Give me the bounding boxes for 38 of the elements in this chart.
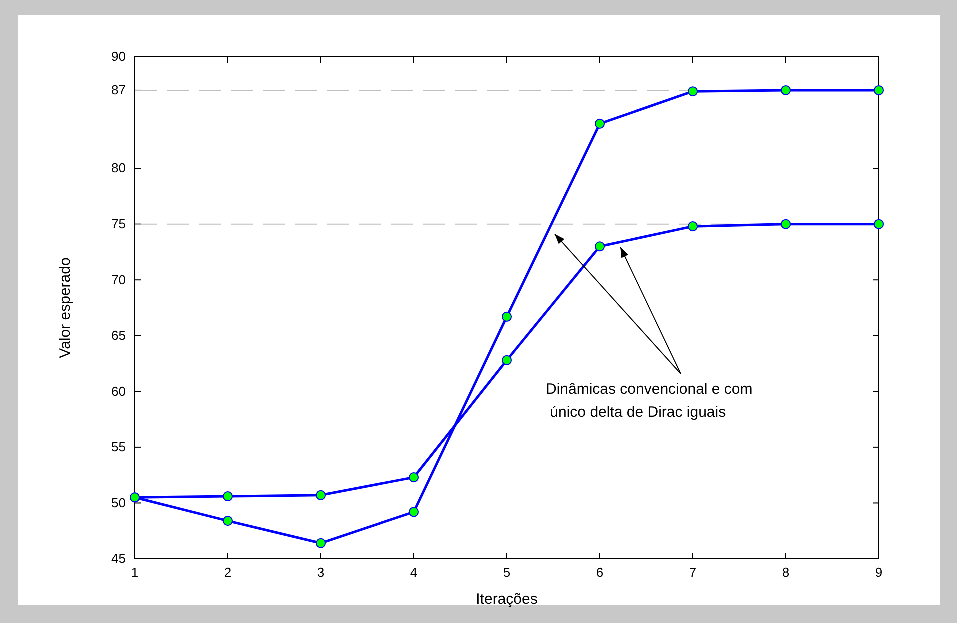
y-tick-label: 70 bbox=[112, 272, 126, 288]
point bbox=[688, 86, 698, 97]
x-tick-label: 7 bbox=[689, 565, 697, 580]
x-tick-label: 6 bbox=[596, 565, 604, 580]
point bbox=[316, 538, 326, 548]
y-tick-label: 90 bbox=[112, 49, 126, 64]
y-tick-label: 55 bbox=[112, 440, 126, 455]
x-tick-label: 4 bbox=[410, 565, 418, 580]
point bbox=[688, 222, 698, 232]
point bbox=[502, 312, 512, 322]
y-tick-label: 75 bbox=[112, 216, 126, 232]
point bbox=[594, 242, 606, 252]
x-tick-label: 9 bbox=[875, 565, 883, 580]
y-tick-label: 45 bbox=[112, 551, 126, 566]
point bbox=[874, 85, 884, 96]
y-tick-label: 50 bbox=[112, 495, 126, 510]
point bbox=[780, 85, 792, 96]
point bbox=[502, 355, 512, 366]
point bbox=[222, 516, 234, 526]
y-tick-label: 60 bbox=[112, 384, 126, 399]
x-axis-title: Iterações bbox=[476, 591, 538, 608]
x-tick-label: 2 bbox=[224, 565, 232, 580]
point bbox=[408, 472, 420, 483]
point bbox=[316, 490, 326, 500]
x-tick-label: 8 bbox=[782, 565, 790, 580]
y-tick-label: 65 bbox=[112, 328, 126, 344]
y-tick-label: 87 bbox=[112, 82, 126, 98]
y-tick-label: 80 bbox=[112, 160, 126, 176]
x-tick-label: 1 bbox=[131, 565, 139, 580]
x-tick-label: 3 bbox=[317, 565, 325, 580]
point bbox=[874, 219, 884, 230]
annotation: Dinâmicas convencional e com único delta de Dirac iguais bbox=[546, 381, 753, 421]
point bbox=[594, 118, 606, 129]
point bbox=[408, 507, 420, 518]
y-axis-title: Valor esperado bbox=[57, 258, 74, 358]
x-tick-label: 5 bbox=[503, 565, 511, 580]
point bbox=[222, 492, 234, 502]
point bbox=[780, 219, 792, 230]
